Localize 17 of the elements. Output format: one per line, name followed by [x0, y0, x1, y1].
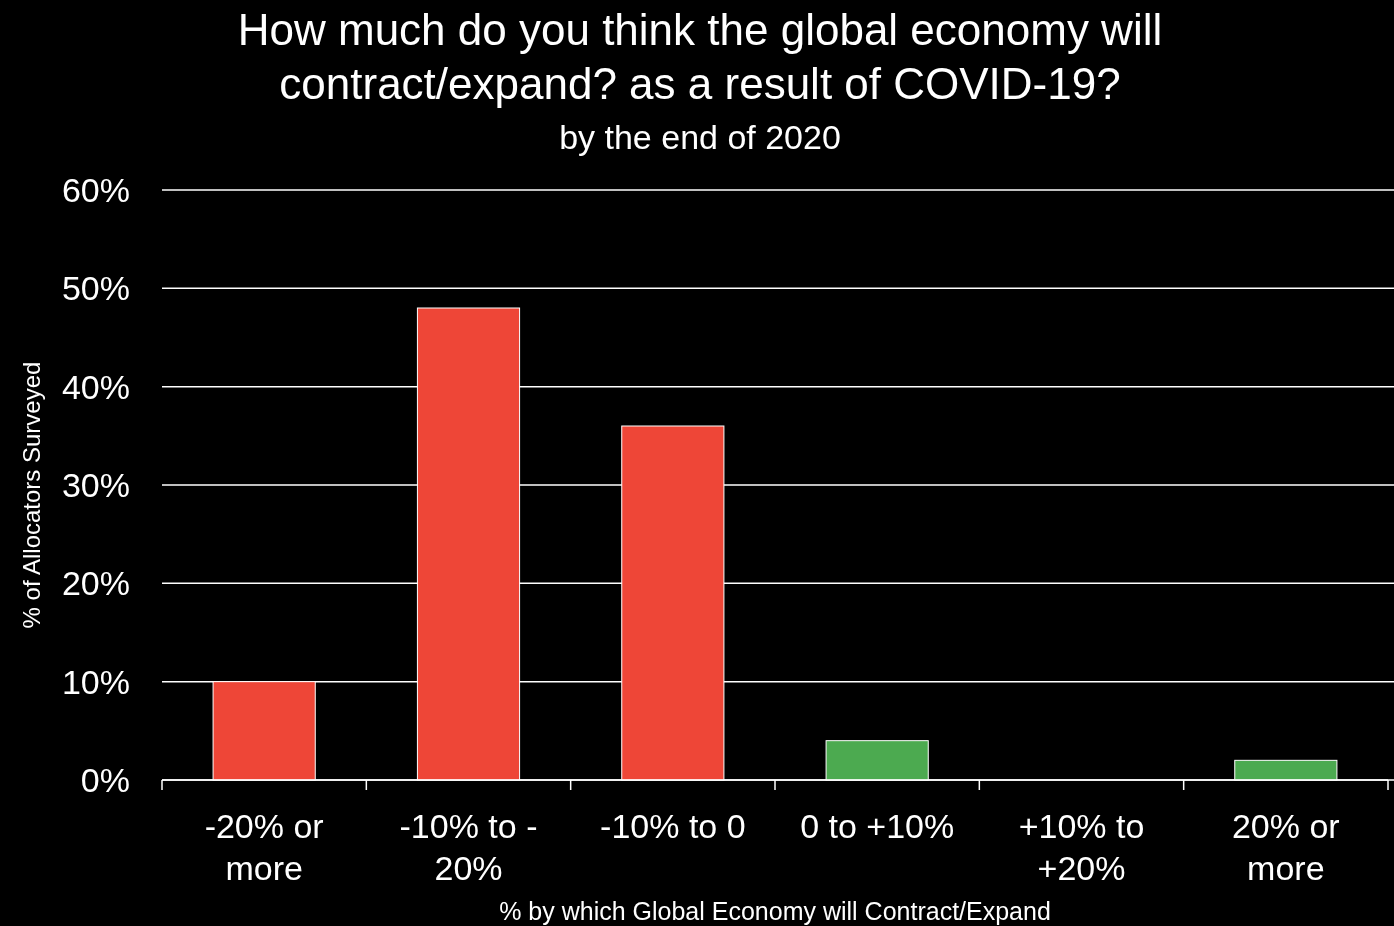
x-tick-label: 0 to +10%	[800, 807, 955, 845]
y-tick-label: 50%	[61, 269, 130, 308]
x-axis-title: % by which Global Economy will Contract/Expand	[499, 897, 1051, 925]
chart-subtitle: by the end of 2020	[559, 118, 841, 156]
y-tick-label: 40%	[61, 367, 130, 406]
chart-title: How much do you think the global economy will contract/expand? as a result of COVID-19?	[237, 5, 1163, 108]
x-tick-label: -20% or more	[204, 807, 324, 887]
x-tick-label: 20% or more	[1231, 807, 1340, 887]
x-tick-label: +10% to +20%	[1018, 807, 1145, 887]
y-tick-label: 20%	[61, 564, 130, 603]
y-tick-label: 60%	[61, 170, 130, 209]
x-tick-label: -10% to 0	[600, 807, 746, 845]
y-axis-title: % of Allocators Surveyed	[18, 361, 45, 629]
y-tick-label: 30%	[61, 465, 130, 504]
x-tick-label: -10% to - 20%	[399, 807, 538, 887]
y-tick-label: 0%	[80, 760, 130, 799]
y-tick-label: 10%	[61, 662, 130, 701]
